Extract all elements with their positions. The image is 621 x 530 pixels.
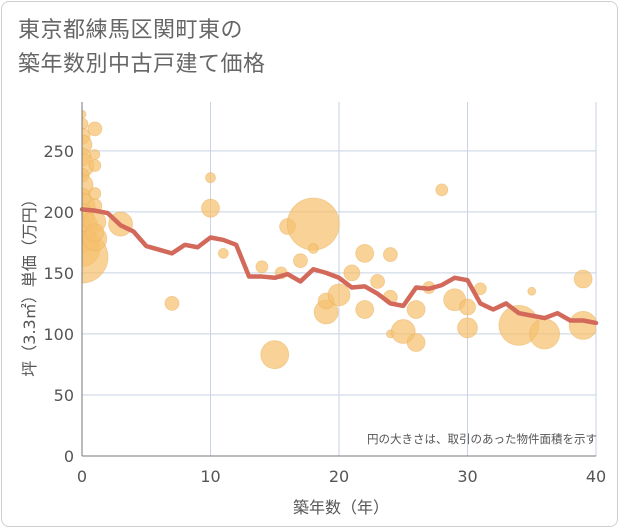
bubble-point — [529, 318, 560, 350]
y-tick-label: 50 — [54, 386, 74, 405]
bubble-point — [85, 223, 105, 243]
chart-title-line-2: 築年数別中古戸建て価格 — [18, 52, 266, 77]
bubble-point — [82, 117, 89, 131]
bubble-point — [355, 243, 375, 263]
bubble-point — [370, 274, 385, 289]
bubble-point — [255, 260, 269, 274]
y-axis-title: 坪（3.3㎡）単価（万円） — [20, 191, 39, 376]
bubble-point — [89, 149, 101, 160]
bubble-point — [382, 247, 398, 262]
bubble-point — [164, 296, 180, 311]
bubble-point — [201, 198, 220, 218]
grid-lines — [82, 102, 597, 456]
bubble-point — [205, 172, 216, 184]
bubble-point — [87, 121, 103, 137]
x-tick-label: 30 — [457, 467, 477, 486]
bubble-point — [327, 283, 351, 307]
axes: 0 50 100 150 200 250 0 10 20 30 40 — [43, 102, 606, 486]
bubble-point — [286, 197, 340, 251]
bubble-point — [343, 264, 361, 282]
chart-title-line-1: 東京都練馬区関町東の — [18, 18, 244, 43]
chart-title: 東京都練馬区関町東の 築年数別中古戸建て価格 — [18, 14, 266, 82]
x-tick-label: 0 — [77, 467, 87, 486]
x-tick-label: 40 — [586, 467, 606, 486]
bubble-point — [435, 183, 449, 197]
bubble-point — [459, 298, 476, 316]
bubble-point — [355, 300, 375, 319]
bubble-series — [82, 109, 596, 370]
average-line-series — [79, 207, 599, 326]
average-line — [79, 207, 599, 326]
bubble-point — [307, 243, 319, 254]
x-tick-label: 20 — [329, 467, 349, 486]
x-tick-label: 10 — [200, 467, 220, 486]
bubble-point — [217, 247, 229, 259]
y-tick-label: 0 — [64, 447, 74, 466]
bubble-point — [573, 269, 593, 289]
bubble-point — [406, 333, 426, 352]
x-axis-title: 築年数（年） — [293, 498, 389, 517]
y-tick-label: 250 — [43, 142, 74, 161]
bubble-point — [406, 300, 426, 319]
y-tick-label: 150 — [43, 264, 74, 283]
y-tick-label: 100 — [43, 325, 74, 344]
bubble-size-note: 円の大きさは、取引のあった物件面積を示す — [367, 432, 597, 446]
y-tick-label: 200 — [43, 203, 74, 222]
bubble-point — [260, 340, 290, 370]
bubble-point — [82, 109, 87, 119]
bubble-point — [527, 286, 537, 296]
bubble-point — [568, 310, 596, 340]
bubble-point — [457, 317, 478, 339]
bubble-point — [293, 253, 308, 269]
bubble-point — [88, 159, 102, 172]
bubble-point — [88, 187, 102, 200]
